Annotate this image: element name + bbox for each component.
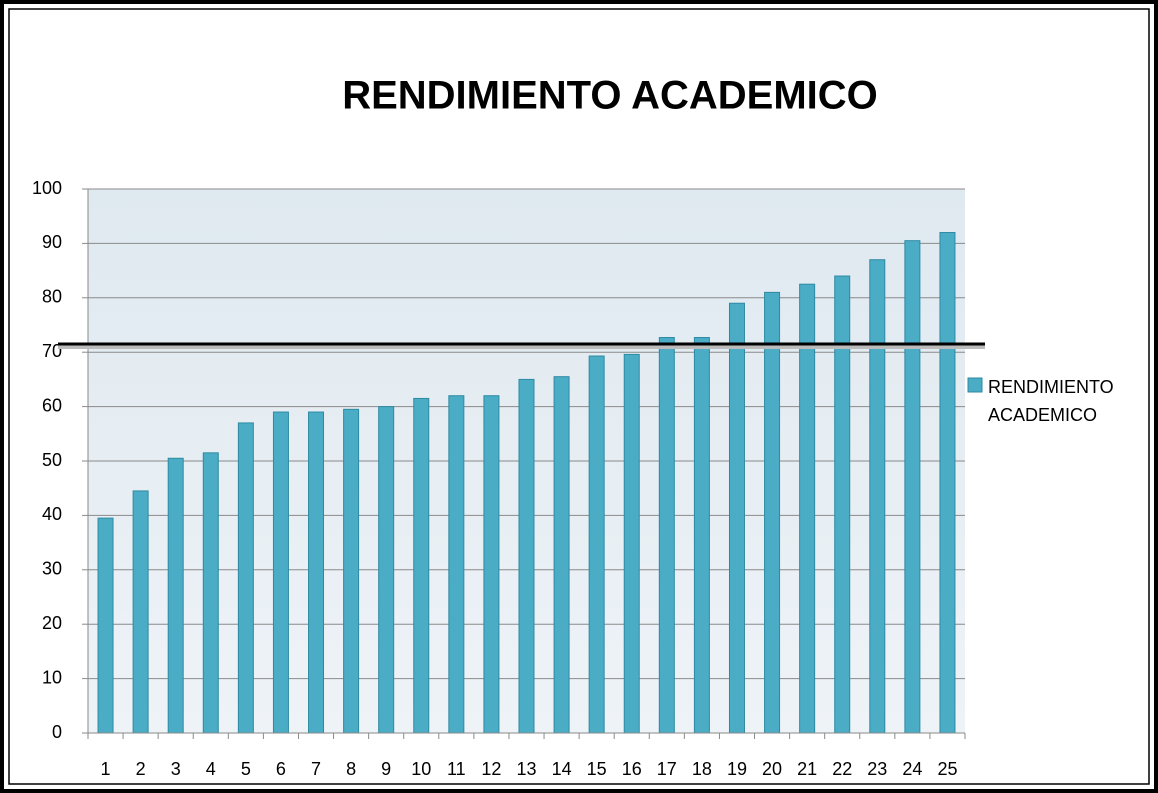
x-tick-label: 6 <box>276 759 286 779</box>
x-tick-label: 24 <box>902 759 922 779</box>
bar <box>97 517 114 734</box>
bar <box>799 283 816 734</box>
bar <box>518 378 535 734</box>
bar <box>764 291 781 734</box>
x-tick-label: 12 <box>481 759 501 779</box>
y-tick-label: 60 <box>42 395 62 415</box>
x-tick-label: 25 <box>937 759 957 779</box>
x-tick-label: 22 <box>832 759 852 779</box>
bar <box>623 353 640 734</box>
bar <box>728 302 745 734</box>
x-tick-label: 8 <box>346 759 356 779</box>
chart-title: RENDIMIENTO ACADEMICO <box>342 74 878 118</box>
bar <box>869 259 886 734</box>
y-tick-label: 0 <box>52 722 62 742</box>
x-tick-label: 3 <box>171 759 181 779</box>
x-tick-label: 7 <box>311 759 321 779</box>
x-tick-label: 4 <box>206 759 216 779</box>
legend-label: RENDIMIENTO ACADEMICO <box>988 377 1114 425</box>
bar <box>343 408 360 734</box>
x-tick-label: 15 <box>587 759 607 779</box>
x-tick-label: 14 <box>552 759 572 779</box>
bar <box>167 457 184 734</box>
x-tick-label: 18 <box>692 759 712 779</box>
y-tick-label: 100 <box>32 178 62 198</box>
x-tick-label: 1 <box>101 759 111 779</box>
x-tick-label: 11 <box>447 759 466 779</box>
y-tick-label: 40 <box>42 504 62 524</box>
x-tick-label: 23 <box>867 759 887 779</box>
x-tick-label: 19 <box>727 759 747 779</box>
bar <box>904 240 921 734</box>
y-tick-label: 10 <box>42 667 62 687</box>
inner-frame <box>8 8 1150 785</box>
y-tick-label: 80 <box>42 287 62 307</box>
x-tick-label: 10 <box>411 759 431 779</box>
x-tick-label: 2 <box>136 759 146 779</box>
bar <box>553 376 570 734</box>
y-tick-label: 20 <box>42 613 62 633</box>
bar <box>483 395 500 734</box>
bar <box>413 397 430 734</box>
legend-swatch <box>967 377 983 393</box>
bar <box>448 395 465 734</box>
bar <box>132 490 149 734</box>
x-tick-label: 21 <box>797 759 817 779</box>
bar <box>939 232 956 734</box>
bar <box>693 337 710 734</box>
x-tick-label: 16 <box>622 759 642 779</box>
bar <box>202 452 219 734</box>
bar <box>308 411 325 734</box>
x-tick-label: 20 <box>762 759 782 779</box>
x-tick-label: 17 <box>657 759 677 779</box>
bar <box>658 337 675 734</box>
y-tick-label: 90 <box>42 232 62 252</box>
bar <box>237 422 254 734</box>
x-tick-label: 13 <box>516 759 536 779</box>
x-tick-label: 5 <box>241 759 251 779</box>
bar <box>272 411 289 734</box>
y-tick-label: 30 <box>42 559 62 579</box>
y-tick-label: 70 <box>42 341 62 361</box>
bar <box>588 355 605 734</box>
y-tick-label: 50 <box>42 450 62 470</box>
x-tick-label: 9 <box>381 759 391 779</box>
bar <box>378 406 395 734</box>
